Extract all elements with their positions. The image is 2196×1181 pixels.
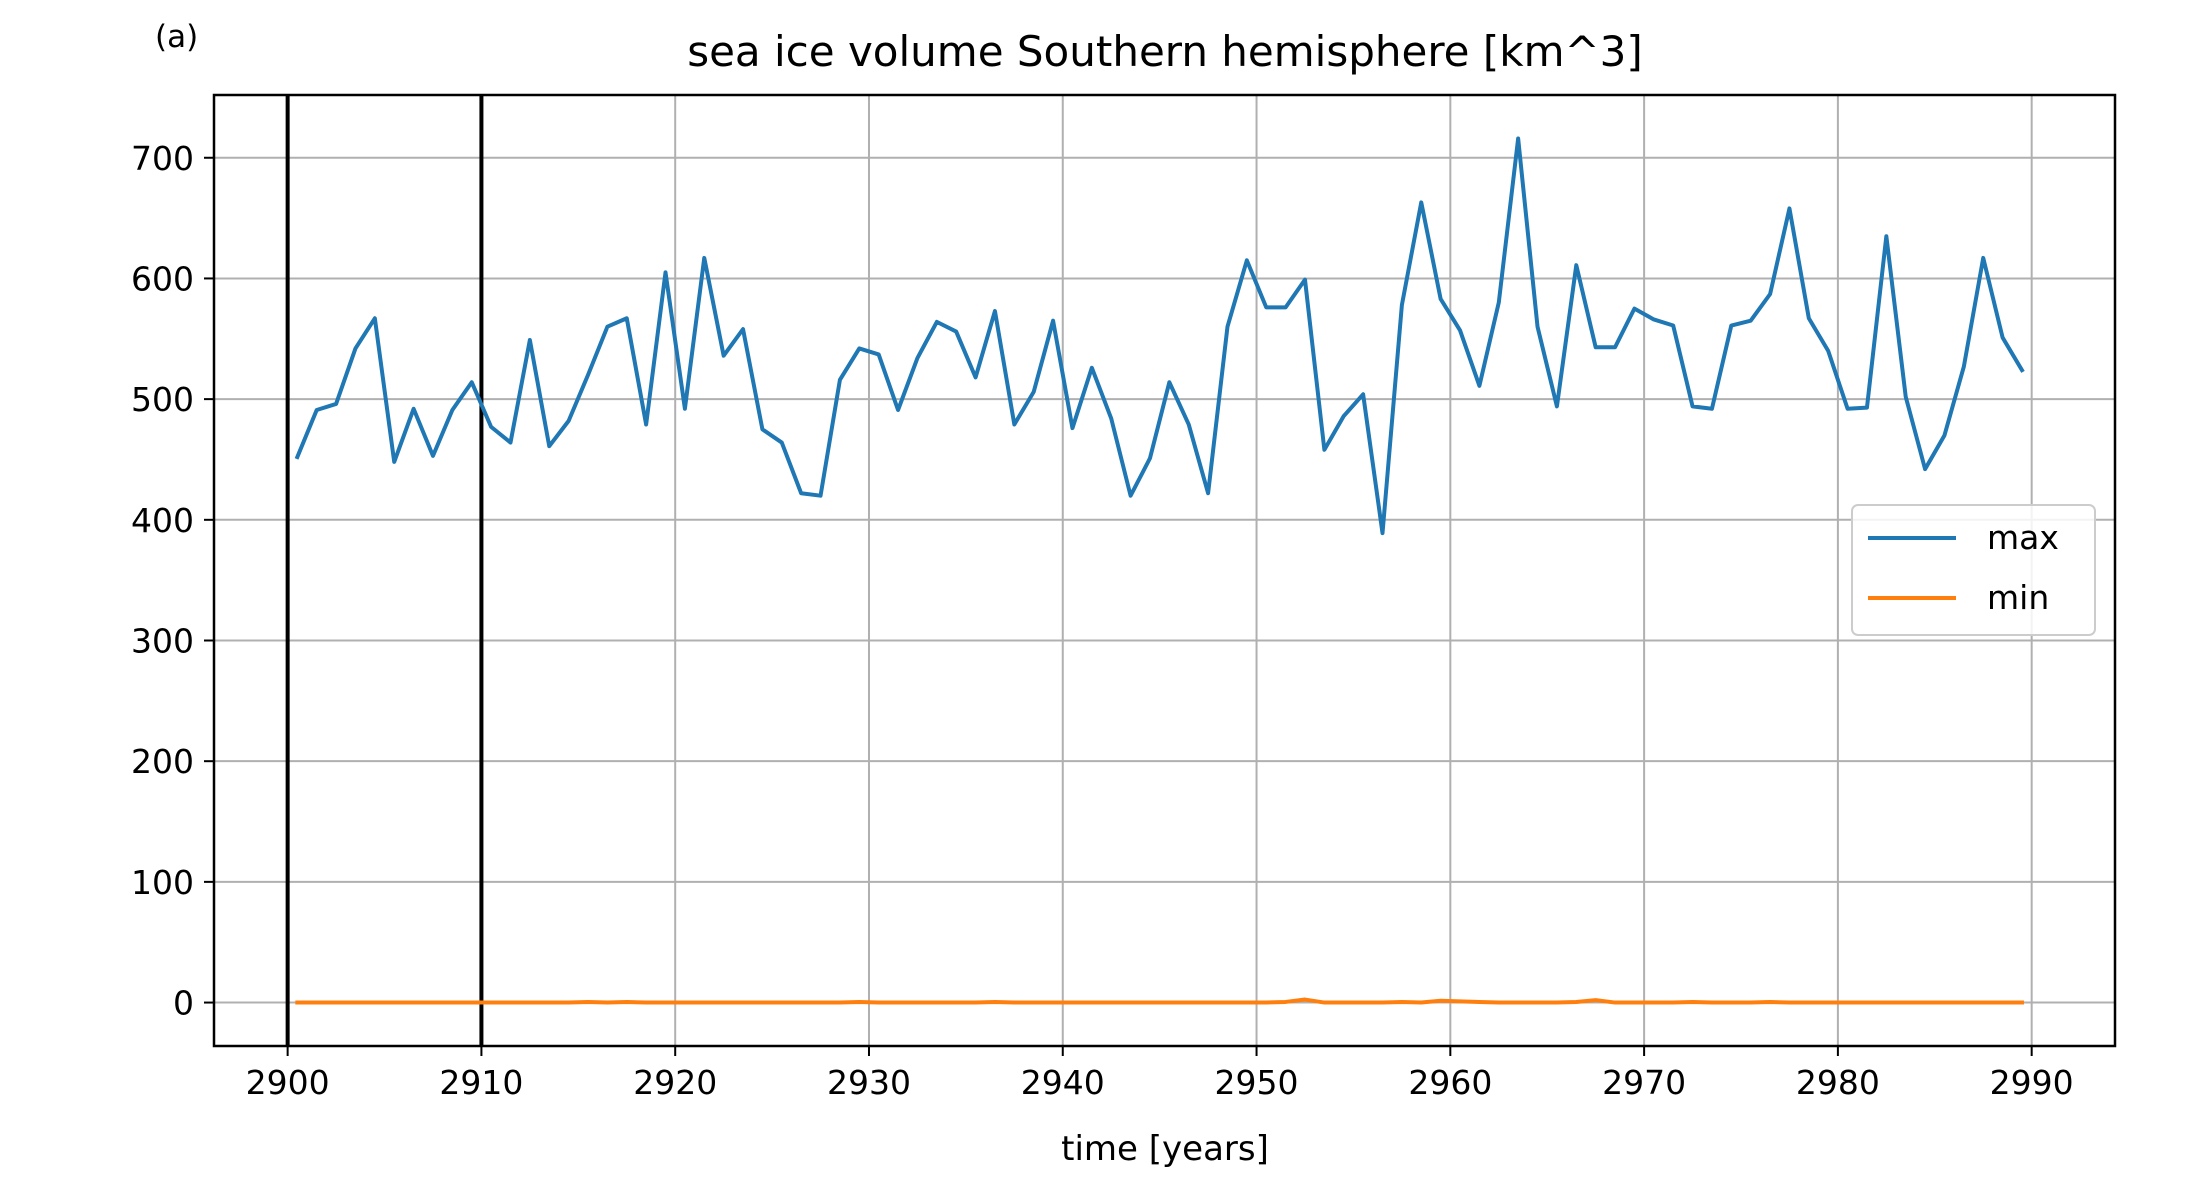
legend-label-min: min: [1987, 578, 2049, 617]
y-axis-ticks: 0 100 200 300 400 500 600 700: [131, 139, 214, 1023]
x-tick-label: 2920: [633, 1063, 717, 1102]
data-series: [294, 136, 2025, 1005]
x-tick-label: 2970: [1602, 1063, 1686, 1102]
vertical-marker-lines: [285, 95, 484, 1046]
y-tick-label: 600: [131, 259, 194, 298]
y-tick-label: 300: [131, 621, 194, 660]
x-axis-ticks: 2900 2910 2920 2930 2940 2950 2960 2970 2980 2990: [246, 1046, 2074, 1102]
x-axis-title: time [years]: [1061, 1129, 1269, 1169]
x-tick-label: 2950: [1215, 1063, 1299, 1102]
grid-lines: [214, 95, 2115, 1046]
x-tick-label: 2940: [1021, 1063, 1105, 1102]
y-tick-label: 100: [131, 863, 194, 902]
chart-title: sea ice volume Southern hemisphere [km^3…: [687, 27, 1643, 76]
y-tick-label: 200: [131, 742, 194, 781]
series-line-max: [294, 136, 2025, 536]
x-tick-label: 2990: [1990, 1063, 2074, 1102]
x-tick-label: 2980: [1796, 1063, 1880, 1102]
legend: max min: [1851, 504, 2096, 636]
y-tick-label: 500: [131, 380, 194, 419]
panel-label: (a): [155, 19, 198, 55]
x-tick-label: 2910: [439, 1063, 523, 1102]
y-tick-label: 700: [131, 139, 194, 178]
y-tick-label: 0: [173, 984, 194, 1023]
legend-label-max: max: [1987, 518, 2059, 557]
x-tick-label: 2930: [827, 1063, 911, 1102]
x-tick-label: 2960: [1408, 1063, 1492, 1102]
y-tick-label: 400: [131, 501, 194, 540]
x-tick-label: 2900: [246, 1063, 330, 1102]
plot-frame: [212, 93, 2117, 1048]
series-line-min: [295, 997, 2024, 1005]
